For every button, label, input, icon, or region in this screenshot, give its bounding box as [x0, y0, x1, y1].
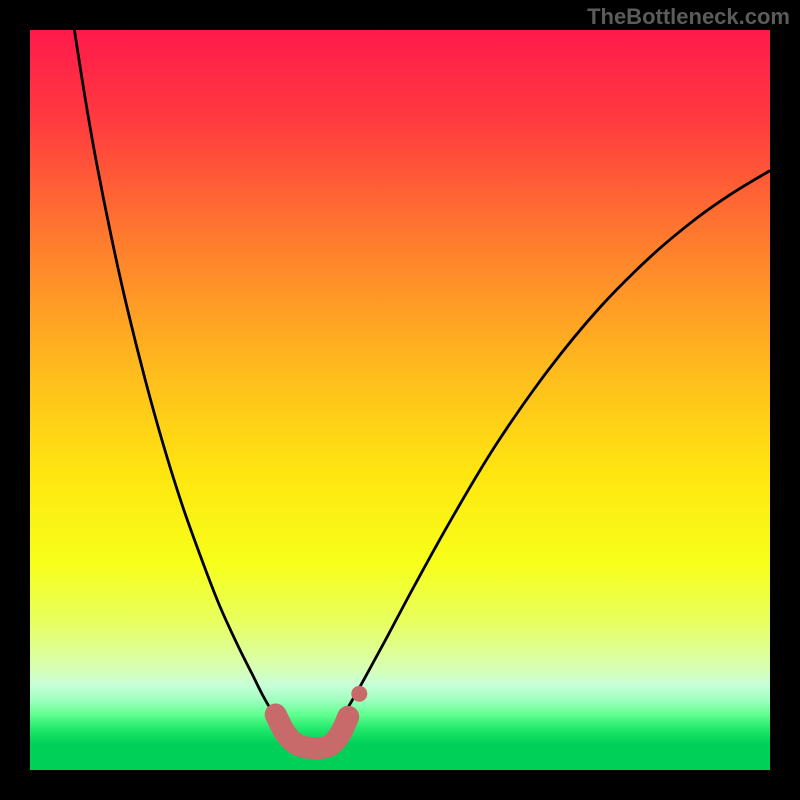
- optimal-zone-trough: [276, 715, 349, 749]
- bottleneck-curve-left: [74, 30, 281, 724]
- optimal-zone-dot: [351, 686, 367, 702]
- plot-area: [30, 30, 770, 770]
- watermark-text: TheBottleneck.com: [587, 4, 790, 30]
- bottleneck-curve-right: [337, 171, 770, 725]
- chart-canvas: TheBottleneck.com: [0, 0, 800, 800]
- curve-overlay: [30, 30, 770, 770]
